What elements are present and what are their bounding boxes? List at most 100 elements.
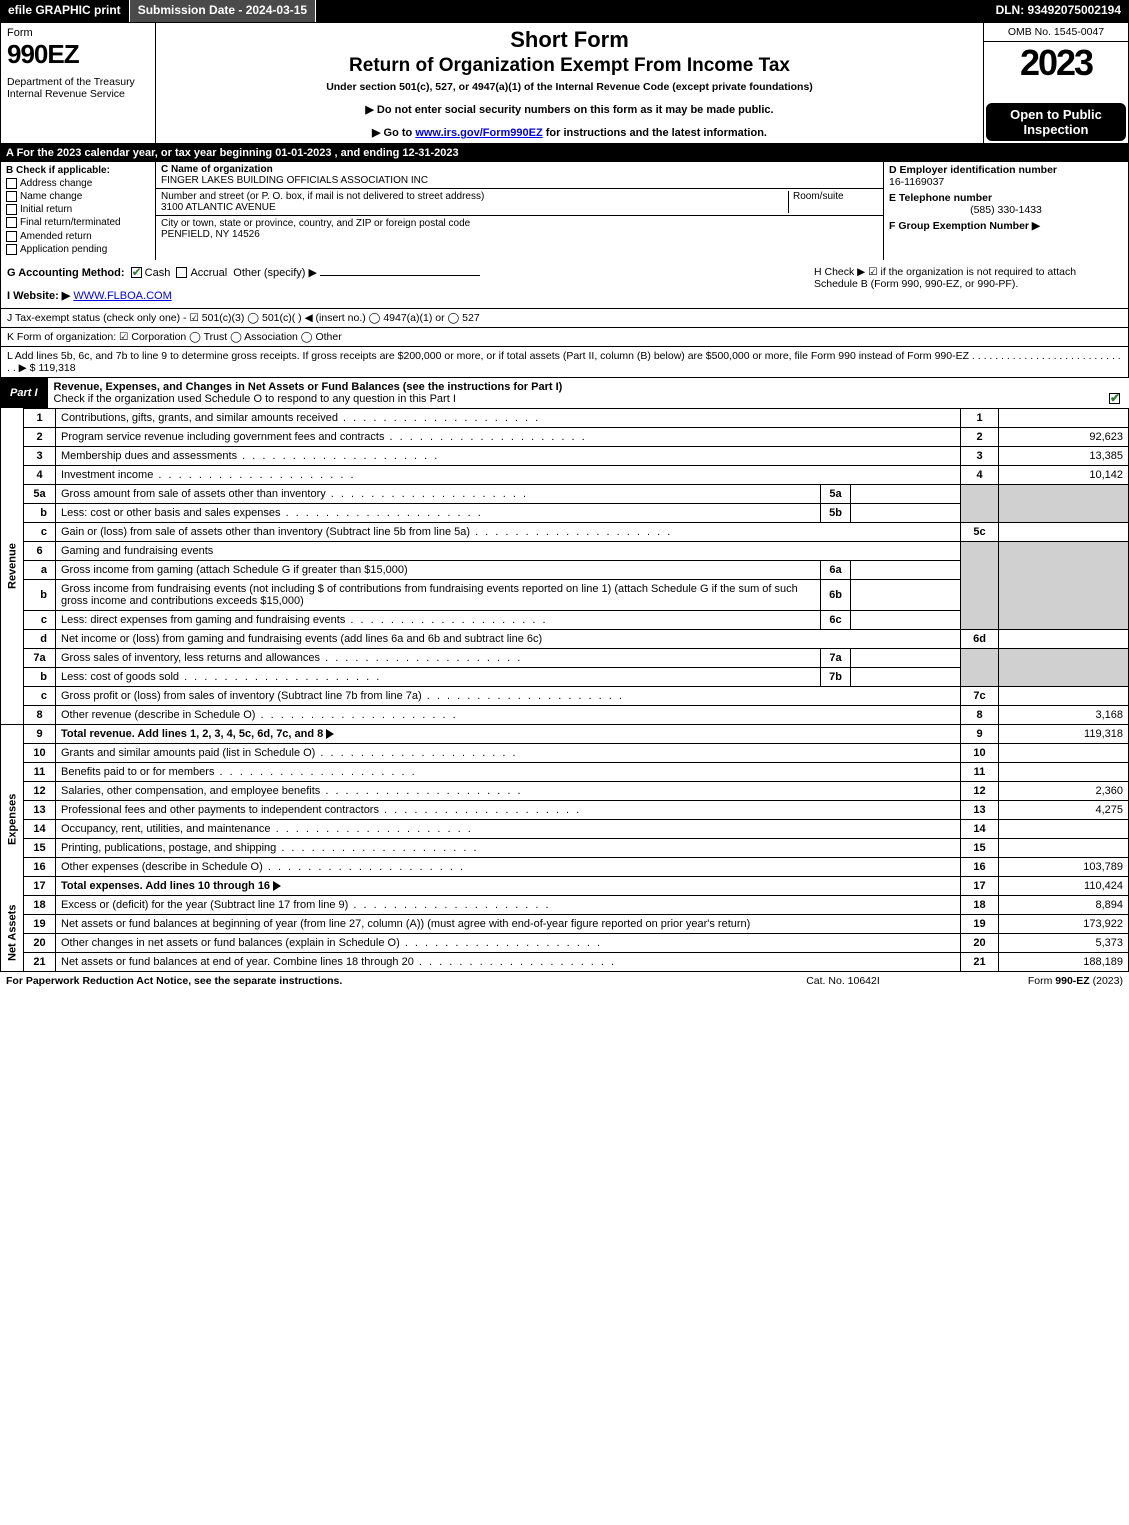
line-19-boxnum: 19	[961, 914, 999, 933]
header-right: OMB No. 1545-0047 2023 Open to Public In…	[983, 23, 1128, 143]
line-5a-mini: 5a	[821, 484, 851, 503]
tax-year: 2023	[984, 42, 1128, 101]
header-middle: Short Form Return of Organization Exempt…	[156, 23, 983, 143]
row-g-left: G Accounting Method: Cash Accrual Other …	[1, 260, 808, 308]
chk-initial-return[interactable]: Initial return	[6, 204, 150, 215]
efile-print-label[interactable]: efile GRAPHIC print	[0, 0, 130, 22]
phone-value: (585) 330-1433	[889, 204, 1123, 216]
part-1-title: Revenue, Expenses, and Changes in Net As…	[48, 378, 1129, 408]
line-1-num: 1	[24, 408, 56, 427]
line-7c-boxnum: 7c	[961, 686, 999, 705]
box-c: C Name of organization FINGER LAKES BUIL…	[156, 162, 883, 260]
form-word: Form	[7, 27, 149, 39]
line-3-boxnum: 3	[961, 446, 999, 465]
line-15-num: 15	[24, 838, 56, 857]
open-to-public: Open to Public Inspection	[986, 103, 1126, 141]
chk-final-return[interactable]: Final return/terminated	[6, 217, 150, 228]
row-h: H Check ▶ ☑ if the organization is not r…	[808, 260, 1128, 308]
ein-label: D Employer identification number	[889, 164, 1057, 176]
line-8-num: 8	[24, 705, 56, 724]
irs-link[interactable]: www.irs.gov/Form990EZ	[415, 127, 542, 139]
line-2-boxnum: 2	[961, 427, 999, 446]
line-10-desc: Grants and similar amounts paid (list in…	[56, 743, 961, 762]
website-link[interactable]: WWW.FLBOA.COM	[73, 290, 171, 302]
website-label: I Website: ▶	[7, 290, 70, 302]
line-2-num: 2	[24, 427, 56, 446]
line-5b-mini: 5b	[821, 503, 851, 522]
chk-name-change[interactable]: Name change	[6, 191, 150, 202]
chk-amended-return[interactable]: Amended return	[6, 231, 150, 242]
line-9-boxnum: 9	[961, 724, 999, 743]
arrow-icon	[273, 881, 281, 891]
chk-schedule-o[interactable]	[1109, 393, 1120, 404]
line-1-desc: Contributions, gifts, grants, and simila…	[56, 408, 961, 427]
line-15-val	[999, 838, 1129, 857]
chk-accrual[interactable]	[176, 267, 187, 278]
line-9-num: 9	[24, 724, 56, 743]
line-5c-num: c	[24, 522, 56, 541]
instr2-post: for instructions and the latest informat…	[543, 127, 767, 139]
chk-cash[interactable]	[131, 267, 142, 278]
city-cell: City or town, state or province, country…	[156, 216, 883, 260]
line-6d-val	[999, 629, 1129, 648]
line-11-desc: Benefits paid to or for members	[56, 762, 961, 781]
line-1-boxnum: 1	[961, 408, 999, 427]
line-21-val: 188,189	[999, 952, 1129, 971]
line-7b-desc: Less: cost of goods sold	[56, 667, 821, 686]
line-5a-desc: Gross amount from sale of assets other t…	[56, 484, 821, 503]
chk-address-change[interactable]: Address change	[6, 178, 150, 189]
line-21-boxnum: 21	[961, 952, 999, 971]
line-14-desc: Occupancy, rent, utilities, and maintena…	[56, 819, 961, 838]
line-21-desc: Net assets or fund balances at end of ye…	[56, 952, 961, 971]
address-cell: Number and street (or P. O. box, if mail…	[156, 189, 883, 216]
box-e: E Telephone number (585) 330-1433	[884, 190, 1128, 218]
line-2-val: 92,623	[999, 427, 1129, 446]
line-17-val: 110,424	[999, 876, 1129, 895]
row-g: G Accounting Method: Cash Accrual Other …	[7, 266, 802, 279]
line-16-desc: Other expenses (describe in Schedule O)	[56, 857, 961, 876]
box-f: F Group Exemption Number ▶	[884, 218, 1128, 260]
expenses-side-label: Expenses	[1, 743, 24, 895]
line-14-boxnum: 14	[961, 819, 999, 838]
line-6a-mini: 6a	[821, 560, 851, 579]
part-1-header: Part I Revenue, Expenses, and Changes in…	[0, 378, 1129, 408]
line-11-val	[999, 762, 1129, 781]
line-7c-desc: Gross profit or (loss) from sales of inv…	[56, 686, 961, 705]
footer-left: For Paperwork Reduction Act Notice, see …	[6, 975, 743, 987]
line-17-boxnum: 17	[961, 876, 999, 895]
line-5b-desc: Less: cost or other basis and sales expe…	[56, 503, 821, 522]
line-16-num: 16	[24, 857, 56, 876]
line-7a-num: 7a	[24, 648, 56, 667]
grey-5ab-val	[999, 484, 1129, 522]
footer-mid: Cat. No. 10642I	[743, 975, 943, 987]
box-b: B Check if applicable: Address change Na…	[1, 162, 156, 260]
title-short-form: Short Form	[164, 27, 975, 53]
revenue-side-label: Revenue	[1, 408, 24, 724]
row-i: I Website: ▶ WWW.FLBOA.COM	[7, 289, 802, 302]
line-6a-minival	[851, 560, 961, 579]
line-5b-minival	[851, 503, 961, 522]
page-footer: For Paperwork Reduction Act Notice, see …	[0, 972, 1129, 990]
title-return: Return of Organization Exempt From Incom…	[164, 55, 975, 77]
section-bcdef: B Check if applicable: Address change Na…	[0, 162, 1129, 260]
line-18-boxnum: 18	[961, 895, 999, 914]
department-label: Department of the Treasury Internal Reve…	[7, 76, 149, 100]
line-3-desc: Membership dues and assessments	[56, 446, 961, 465]
line-4-num: 4	[24, 465, 56, 484]
line-6d-num: d	[24, 629, 56, 648]
line-6a-num: a	[24, 560, 56, 579]
row-j: J Tax-exempt status (check only one) - ☑…	[0, 309, 1129, 328]
line-20-desc: Other changes in net assets or fund bala…	[56, 933, 961, 952]
line-9-desc: Total revenue. Add lines 1, 2, 3, 4, 5c,…	[56, 724, 961, 743]
line-11-num: 11	[24, 762, 56, 781]
grey-6-val	[999, 541, 1129, 629]
row-k: K Form of organization: ☑ Corporation ◯ …	[0, 328, 1129, 347]
group-exemption-label: F Group Exemption Number ▶	[889, 220, 1040, 232]
line-10-num: 10	[24, 743, 56, 762]
line-8-desc: Other revenue (describe in Schedule O)	[56, 705, 961, 724]
chk-application-pending[interactable]: Application pending	[6, 244, 150, 255]
accounting-method-label: G Accounting Method:	[7, 267, 125, 279]
form-number: 990EZ	[7, 39, 149, 70]
line-13-val: 4,275	[999, 800, 1129, 819]
line-15-boxnum: 15	[961, 838, 999, 857]
